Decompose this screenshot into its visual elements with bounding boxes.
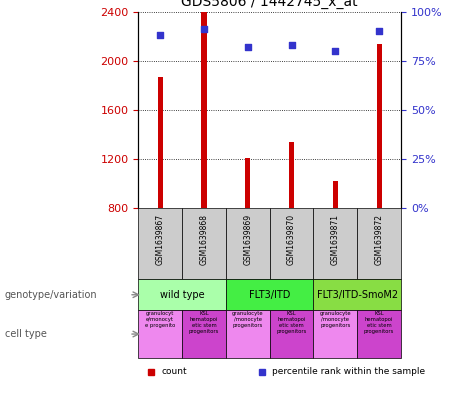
Bar xyxy=(182,208,226,279)
Text: granulocyte
/monocyte
progenitors: granulocyte /monocyte progenitors xyxy=(232,311,264,328)
Bar xyxy=(226,208,270,279)
Text: KSL
hematopoi
etic stem
progenitors: KSL hematopoi etic stem progenitors xyxy=(277,311,307,334)
Bar xyxy=(289,142,294,208)
Bar xyxy=(313,279,401,310)
Text: KSL
hematopoi
etic stem
progenitors: KSL hematopoi etic stem progenitors xyxy=(364,311,394,334)
Bar xyxy=(357,310,401,358)
Text: GSM1639869: GSM1639869 xyxy=(243,214,252,265)
Text: GSM1639868: GSM1639868 xyxy=(200,214,208,265)
Point xyxy=(244,44,252,50)
Text: cell type: cell type xyxy=(5,329,47,339)
Text: GSM1639870: GSM1639870 xyxy=(287,214,296,265)
Bar xyxy=(138,310,182,358)
Bar xyxy=(158,77,163,208)
Bar xyxy=(313,310,357,358)
Bar xyxy=(182,310,226,358)
Text: granulocyt
e/monocyt
e progenito: granulocyt e/monocyt e progenito xyxy=(145,311,175,328)
Text: FLT3/ITD: FLT3/ITD xyxy=(249,290,290,300)
Bar xyxy=(270,208,313,279)
Title: GDS5806 / 1442745_x_at: GDS5806 / 1442745_x_at xyxy=(181,0,358,9)
Point xyxy=(376,28,383,35)
Point xyxy=(288,42,296,48)
Text: GSM1639871: GSM1639871 xyxy=(331,214,340,265)
Text: wild type: wild type xyxy=(160,290,204,300)
Bar xyxy=(201,12,207,208)
Bar xyxy=(333,181,338,208)
Text: count: count xyxy=(162,367,188,376)
Text: percentile rank within the sample: percentile rank within the sample xyxy=(272,367,426,376)
Point xyxy=(200,26,207,33)
Bar xyxy=(377,44,382,208)
Bar xyxy=(313,208,357,279)
Bar xyxy=(270,310,313,358)
Text: granulocyte
/monocyte
progenitors: granulocyte /monocyte progenitors xyxy=(319,311,351,328)
Bar xyxy=(138,208,182,279)
Bar xyxy=(226,279,313,310)
Text: GSM1639872: GSM1639872 xyxy=(375,214,384,265)
Text: genotype/variation: genotype/variation xyxy=(5,290,97,300)
Text: FLT3/ITD-SmoM2: FLT3/ITD-SmoM2 xyxy=(317,290,398,300)
Bar xyxy=(226,310,270,358)
Point xyxy=(332,48,339,54)
Bar xyxy=(138,279,226,310)
Text: GSM1639867: GSM1639867 xyxy=(156,214,165,265)
Bar xyxy=(357,208,401,279)
Text: KSL
hematopoi
etic stem
progenitors: KSL hematopoi etic stem progenitors xyxy=(189,311,219,334)
Point xyxy=(156,32,164,39)
Bar xyxy=(245,158,250,208)
